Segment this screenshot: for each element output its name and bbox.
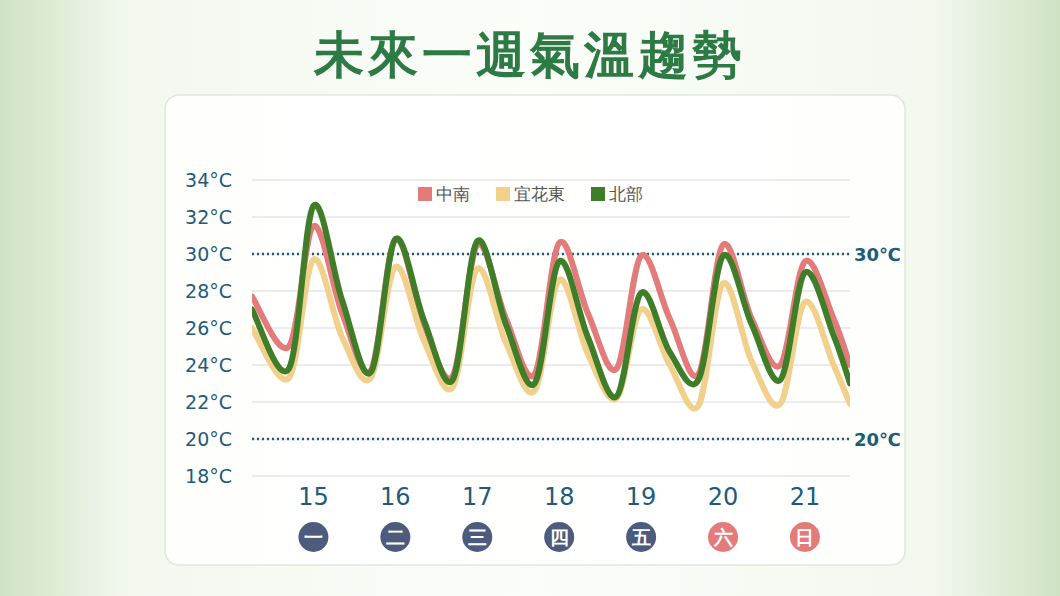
legend-label: 北部: [609, 184, 643, 204]
plot-area: [252, 205, 850, 409]
reference-label: 20℃: [854, 429, 901, 450]
weekday-badge: [626, 522, 656, 552]
x-tick-label: 17: [462, 483, 493, 511]
legend-label: 中南: [436, 184, 470, 204]
weekday-label: 二: [386, 526, 405, 548]
x-tick-label: 16: [380, 483, 411, 511]
x-tick-label: 21: [790, 483, 821, 511]
weekday-badge: [462, 522, 492, 552]
panel: [165, 95, 905, 565]
y-tick-label: 30°C: [185, 243, 232, 265]
grid-line: [252, 180, 850, 181]
weekday-label: 四: [550, 526, 569, 548]
weekday-label: 五: [631, 526, 651, 548]
x-tick-label: 18: [544, 483, 575, 511]
grid-line: [252, 439, 850, 440]
weekday-label: 三: [468, 526, 487, 548]
reference-label: 30℃: [854, 244, 901, 265]
y-tick-label: 34°C: [185, 169, 232, 191]
y-tick-label: 32°C: [185, 206, 232, 228]
x-tick-label: 19: [626, 483, 657, 511]
series-line: [252, 205, 850, 398]
weekday-label: 六: [713, 526, 733, 548]
grid-line: [252, 476, 850, 477]
weekday-badge: [380, 522, 410, 552]
y-tick-label: 20°C: [185, 428, 232, 450]
reference-line: [252, 253, 850, 256]
legend-swatch: [496, 187, 510, 201]
y-tick-label: 26°C: [185, 317, 232, 339]
weekday-badge: [790, 522, 820, 552]
title: 未來一週氣溫趨勢: [313, 26, 746, 84]
legend-swatch: [418, 187, 432, 201]
y-tick-label: 28°C: [185, 280, 232, 302]
legend-label: 宜花東: [514, 184, 565, 204]
weekday-badge: [544, 522, 574, 552]
y-tick-label: 24°C: [185, 354, 232, 376]
y-tick-label: 22°C: [185, 391, 232, 413]
reference-line: [252, 438, 850, 441]
legend-swatch: [591, 187, 605, 201]
grid-line: [252, 254, 850, 255]
weekday-label: 一: [304, 526, 323, 548]
x-tick-label: 20: [708, 483, 739, 511]
y-tick-label: 18°C: [185, 465, 232, 487]
grid-line: [252, 402, 850, 403]
x-tick-label: 15: [298, 483, 329, 511]
grid-line: [252, 217, 850, 218]
weekday-label: 日: [795, 526, 814, 548]
weekday-badge: [708, 522, 738, 552]
grid-line: [252, 365, 850, 366]
weekday-badge: [298, 522, 328, 552]
